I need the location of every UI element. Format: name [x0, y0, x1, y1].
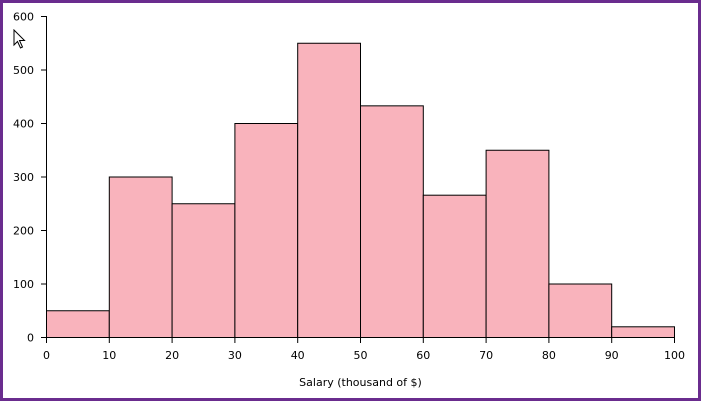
- x-tick-label: 90: [605, 349, 619, 362]
- x-tick-label: 20: [165, 349, 179, 362]
- histogram-bar-10-20: [108, 176, 173, 338]
- histogram-bar-60-70: [422, 194, 487, 338]
- bars-group: [46, 42, 676, 338]
- y-tick-label: 200: [13, 225, 34, 238]
- x-ticks-group: 0 10 20 30 40 50 60 70 80 90 100: [43, 337, 685, 362]
- histogram-bar-40-50: [297, 42, 362, 338]
- y-tick-label: 400: [13, 118, 34, 131]
- histogram-bar-90-100: [611, 326, 676, 338]
- x-tick-label: 10: [102, 349, 116, 362]
- x-tick-label: 70: [479, 349, 493, 362]
- x-tick-label: 60: [416, 349, 430, 362]
- y-tick-label: 600: [13, 11, 34, 24]
- histogram-bar-30-40: [234, 123, 299, 338]
- y-ticks-group: 0 100 200 300 400 500 600: [13, 11, 47, 345]
- histogram-bar-50-60: [360, 105, 424, 338]
- y-tick-label: 500: [13, 64, 34, 77]
- x-tick-label: 40: [291, 349, 305, 362]
- x-tick-label: 100: [664, 349, 685, 362]
- histogram-bar-20-30: [171, 203, 236, 338]
- arrow-pointer-icon: [13, 29, 26, 49]
- x-tick-label: 80: [542, 349, 556, 362]
- y-tick-label: 100: [13, 278, 34, 291]
- histogram-bar-70-80: [485, 149, 550, 338]
- x-axis-title: Salary (thousand of $): [299, 376, 422, 389]
- y-tick-label: 0: [27, 332, 34, 345]
- x-tick-label: 50: [354, 349, 368, 362]
- y-tick-label: 300: [13, 171, 34, 184]
- x-tick-label: 30: [228, 349, 242, 362]
- histogram-bar-0-10: [46, 310, 110, 338]
- histogram-bar-80-90: [548, 283, 613, 338]
- x-tick-label: 0: [43, 349, 50, 362]
